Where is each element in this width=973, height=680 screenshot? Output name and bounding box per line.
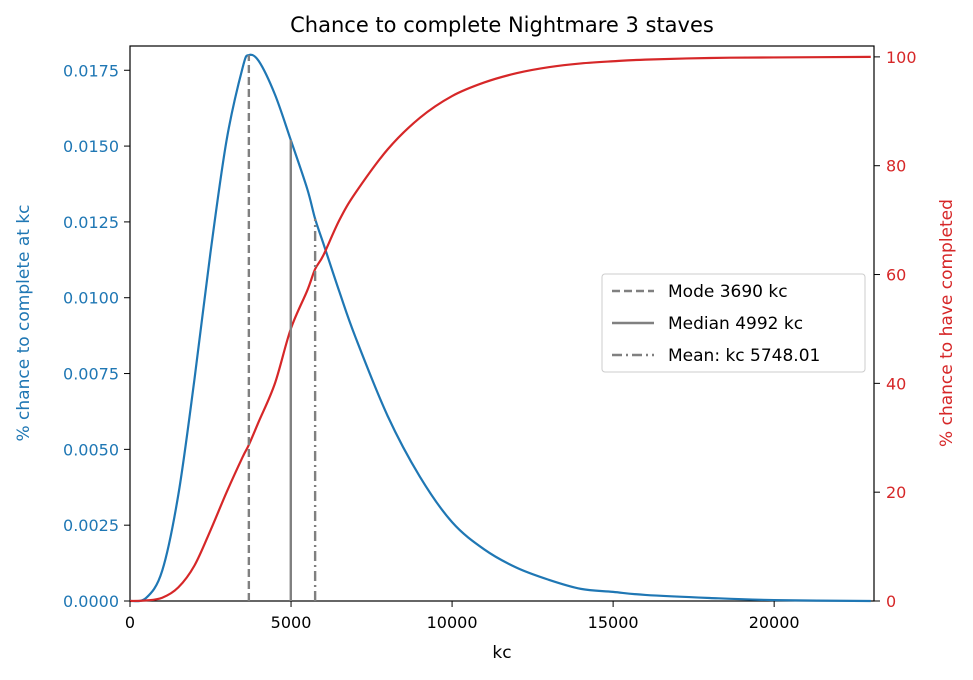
y-left-axis: 0.0000 0.0025 0.0050 0.0075 0.0100 0.0125 0.01… [63, 61, 130, 611]
y-left-tick-label: 0.0000 [63, 592, 119, 611]
x-tick-label: 15000 [588, 613, 639, 632]
legend-box [601, 273, 866, 373]
y-left-tick-label: 0.0125 [63, 213, 119, 232]
legend-entry-median-label: Median 4992 kc [668, 314, 803, 334]
y-right-tick-label: 80 [886, 157, 906, 176]
y-left-tick-label: 0.0100 [63, 289, 119, 308]
y-left-tick-label: 0.0175 [63, 61, 119, 80]
plot-frame [129, 45, 875, 602]
y-right-tick-label: 0 [886, 592, 896, 611]
y-right-tick-label: 40 [886, 374, 906, 393]
y-left-tick-label: 0.0150 [63, 137, 119, 156]
series-line-cumulative [129, 55, 871, 603]
y-left-tick-label: 0.0075 [63, 365, 119, 384]
x-tick-label: 0 [125, 613, 135, 632]
x-tick-label: 20000 [749, 613, 800, 632]
y-right-tick-label: 60 [886, 266, 906, 285]
x-axis: 0 5000 10000 15000 20000 [125, 601, 800, 632]
chart-title: Chance to complete Nightmare 3 staves [290, 13, 714, 37]
series-line-density [129, 53, 871, 603]
marker-layer [247, 55, 317, 601]
legend-entry-mode-label: Mode 3690 kc [668, 282, 788, 302]
y-right-tick-label: 20 [886, 483, 906, 502]
legend: Mode 3690 kc Median 4992 kc Mean: kc 5748.… [601, 273, 866, 373]
x-axis-label: kc [492, 643, 511, 663]
x-tick-label: 5000 [271, 613, 312, 632]
y-right-axis: 0 20 40 60 80 100 [874, 48, 917, 611]
y-left-tick-label: 0.0050 [63, 440, 119, 459]
series-layer [129, 53, 871, 603]
y-right-tick-label: 100 [886, 48, 917, 67]
x-tick-label: 10000 [427, 613, 478, 632]
y-left-axis-label: % chance to complete at kc [14, 204, 34, 441]
y-left-tick-label: 0.0025 [63, 516, 119, 535]
legend-entry-mean-label: Mean: kc 5748.01 [668, 346, 820, 366]
y-right-axis-label: % chance to have completed [937, 199, 957, 447]
plot-area [129, 45, 875, 603]
